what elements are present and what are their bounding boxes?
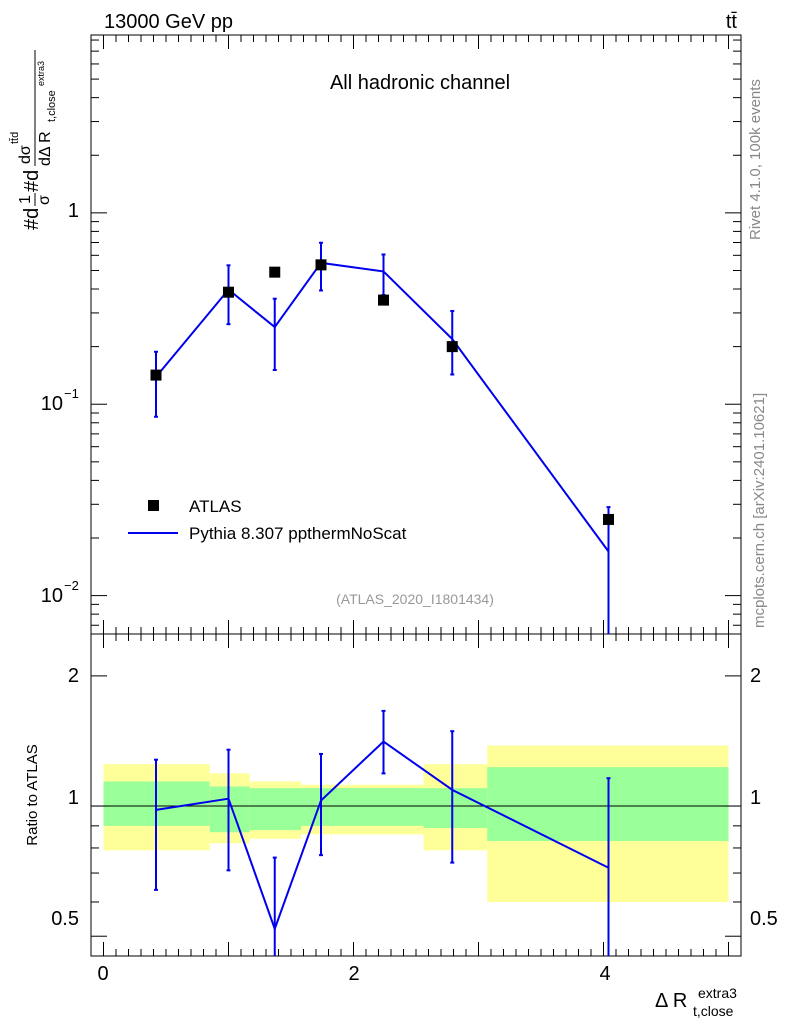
x-axis-label-sup: extra3 [698, 985, 737, 1001]
ylabel-part-i: extra3 [36, 61, 46, 86]
data-point [150, 369, 162, 381]
main-y-axis-label: #d 1 σ #d dσ tt̄d dΔ R t,close extra3 [9, 50, 58, 230]
ytick-label-10-base-a: 10 [41, 393, 63, 415]
ratio-ytick-right-1: 1 [750, 787, 761, 809]
legend-data-label: ATLAS [189, 497, 242, 516]
main-axis-ticks [91, 35, 741, 634]
band-inner-4 [423, 788, 488, 828]
band-inner-2 [249, 788, 301, 831]
ylabel-part-g: dΔ R [37, 131, 54, 166]
x-axis-label-sub: t,close [693, 1003, 734, 1019]
plot-title: All hadronic channel [330, 72, 510, 94]
ytick-label-1: 1 [68, 200, 79, 222]
data-point [315, 259, 327, 271]
ylabel-part-d: #d [21, 170, 43, 192]
analysis-tag: (ATLAS_2020_I1801434) [336, 591, 494, 607]
ratio-ytick-left-1: 1 [68, 787, 79, 809]
ratio-y-axis-label: Ratio to ATLAS [24, 744, 41, 845]
data-point [223, 286, 234, 298]
ratio-ytick-right-0.5: 0.5 [750, 908, 778, 930]
ratio-mc-series [154, 709, 611, 956]
xtick-label-2: 2 [348, 963, 359, 985]
ratio-ytick-left-0.5: 0.5 [51, 908, 79, 930]
ytick-label-exp-minus2: −2 [64, 578, 79, 593]
mcplots-label: mcplots.cern.ch [arXiv:2401.10621] [751, 393, 768, 628]
data-point [603, 513, 614, 525]
ylabel-part-f: tt̄d [9, 132, 21, 144]
xtick-label-4: 4 [599, 963, 610, 985]
ylabel-part-a: #d [21, 208, 43, 230]
x-axis-label: Δ R [655, 990, 687, 1012]
ratio-axis-ticks [91, 634, 741, 956]
data-point [269, 266, 281, 278]
ylabel-part-e: dσ [17, 145, 34, 164]
ratio-uncertainty-bands [103, 745, 729, 902]
xtick-label-0: 0 [97, 963, 108, 985]
main-plot-frame [90, 34, 742, 635]
ratio-ytick-right-2: 2 [750, 665, 761, 687]
legend-data-marker [148, 500, 159, 511]
ylabel-part-b: 1 [17, 195, 34, 204]
legend-mc-label: Pythia 8.307 ppthermNoScat [189, 524, 407, 543]
x-tick-labels: 0 2 4 [97, 963, 610, 985]
energy-label: 13000 GeV pp [104, 11, 233, 33]
band-inner-1 [209, 786, 250, 833]
ytick-label-exp-minus1: −1 [64, 386, 79, 401]
rivet-label: Rivet 4.1.0, 100k events [747, 79, 764, 240]
data-point [446, 341, 458, 353]
ratio-ytick-left-2: 2 [68, 665, 79, 687]
data-point [378, 294, 389, 306]
main-data-series [150, 259, 614, 525]
ylabel-part-h: t,close [46, 90, 58, 122]
ytick-label-10-base-b: 10 [41, 585, 63, 607]
process-label: tt̄ [726, 11, 738, 33]
ylabel-part-c: σ [36, 195, 53, 205]
